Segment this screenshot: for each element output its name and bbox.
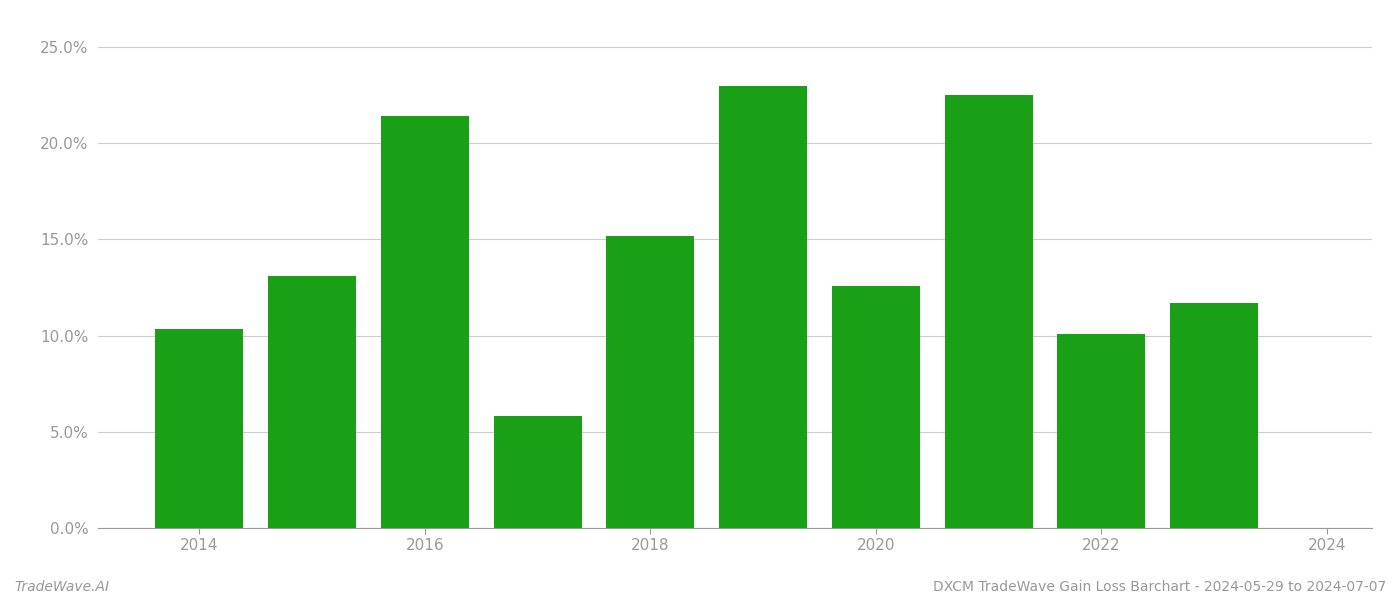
- Bar: [155, 329, 244, 528]
- Bar: [1170, 303, 1259, 528]
- Bar: [1057, 334, 1145, 528]
- Bar: [832, 286, 920, 528]
- Bar: [606, 236, 694, 528]
- Bar: [720, 86, 808, 528]
- Text: DXCM TradeWave Gain Loss Barchart - 2024-05-29 to 2024-07-07: DXCM TradeWave Gain Loss Barchart - 2024…: [932, 580, 1386, 594]
- Bar: [381, 116, 469, 528]
- Bar: [269, 276, 356, 528]
- Bar: [945, 95, 1033, 528]
- Bar: [494, 416, 581, 528]
- Text: TradeWave.AI: TradeWave.AI: [14, 580, 109, 594]
